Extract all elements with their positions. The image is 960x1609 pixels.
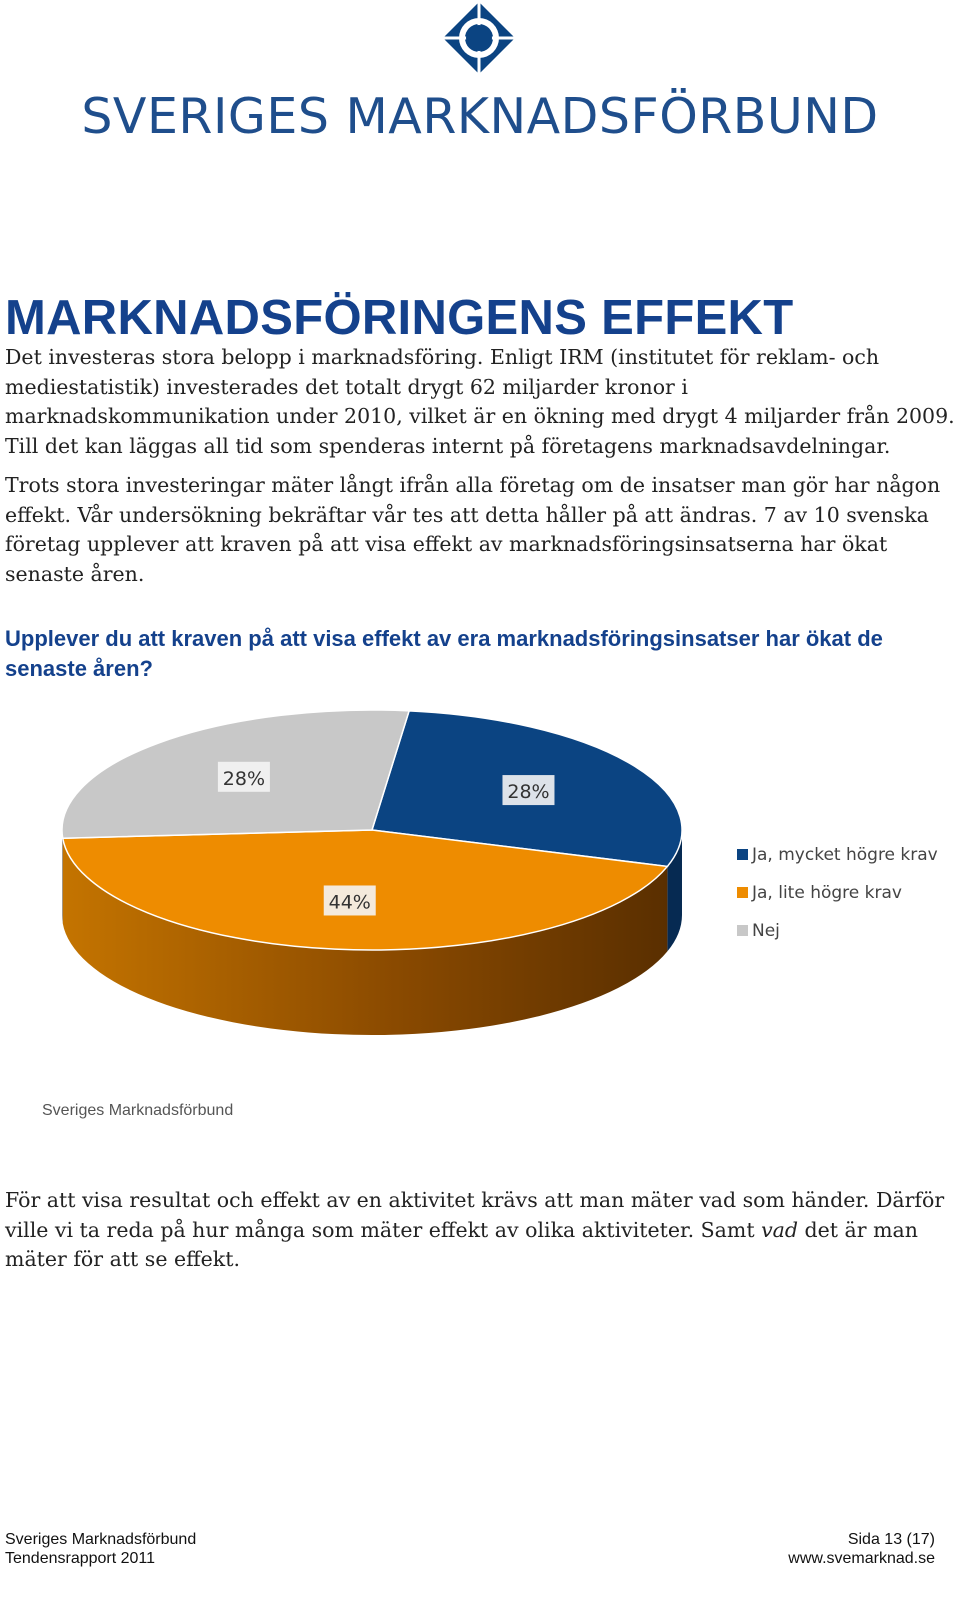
legend-swatch-0 <box>737 849 748 860</box>
legend-swatch-1 <box>737 887 748 898</box>
footer-left: Sveriges Marknadsförbund Tendensrapport … <box>5 1530 196 1568</box>
closing-text-end: det är man mäter för att se effekt. <box>5 1217 918 1272</box>
legend-label-2: Nej <box>752 921 780 941</box>
survey-question: Upplever du att kraven på att visa effek… <box>5 626 883 681</box>
logo-wordmark: SVERIGES MARKNADSFÖRBUND <box>81 88 879 145</box>
svg-text:28%: 28% <box>223 768 265 790</box>
pie-data-label-2: 28% <box>217 761 270 792</box>
svg-text:28%: 28% <box>507 781 549 803</box>
footer-report: Tendensrapport 2011 <box>5 1550 156 1567</box>
pie-side-0 <box>667 830 682 952</box>
pie-data-label-0: 28% <box>502 775 555 806</box>
pie-side-1 <box>62 838 668 1035</box>
pie-data-labels: 28% 44% 28% <box>217 761 555 916</box>
findings-paragraph: Trots stora investeringar mäter långt if… <box>5 473 941 586</box>
page-title: MARKNADSFÖRINGENS EFFEKT <box>5 291 794 345</box>
intro-paragraph: Det investeras stora belopp i marknadsfö… <box>5 345 955 458</box>
closing-text-emphasis: vad <box>761 1217 799 1242</box>
chart-legend: Ja, mycket högre krav Ja, lite högre krav… <box>737 845 938 941</box>
closing-text-start: För att visa resultat och effekt av en a… <box>5 1188 945 1242</box>
footer-right: Sida 13 (17) www.svemarknad.se <box>788 1530 935 1568</box>
footer-page-number: Sida 13 (17) <box>847 1531 935 1548</box>
logo-icon <box>443 2 515 74</box>
legend-item-1: Ja, lite högre krav <box>737 883 902 903</box>
svg-text:44%: 44% <box>329 891 371 913</box>
closing-paragraph: För att visa resultat och effekt av en a… <box>5 1186 955 1275</box>
legend-label-1: Ja, lite högre krav <box>751 883 902 903</box>
pie-chart: 28% 44% 28% Ja, mycket högre krav Ja, lite … <box>61 709 938 1035</box>
pie-side-2 <box>62 830 63 924</box>
footer-org: Sveriges Marknadsförbund <box>5 1531 197 1548</box>
legend-item-2: Nej <box>737 921 780 941</box>
pie-depth <box>62 830 682 1035</box>
legend-item-0: Ja, mycket högre krav <box>737 845 938 865</box>
pie-data-label-1: 44% <box>323 885 376 916</box>
legend-swatch-2 <box>737 925 748 936</box>
legend-label-0: Ja, mycket högre krav <box>751 845 938 865</box>
chart-source: Sveriges Marknadsförbund <box>42 1102 234 1119</box>
footer-website: www.svemarknad.se <box>788 1550 935 1567</box>
